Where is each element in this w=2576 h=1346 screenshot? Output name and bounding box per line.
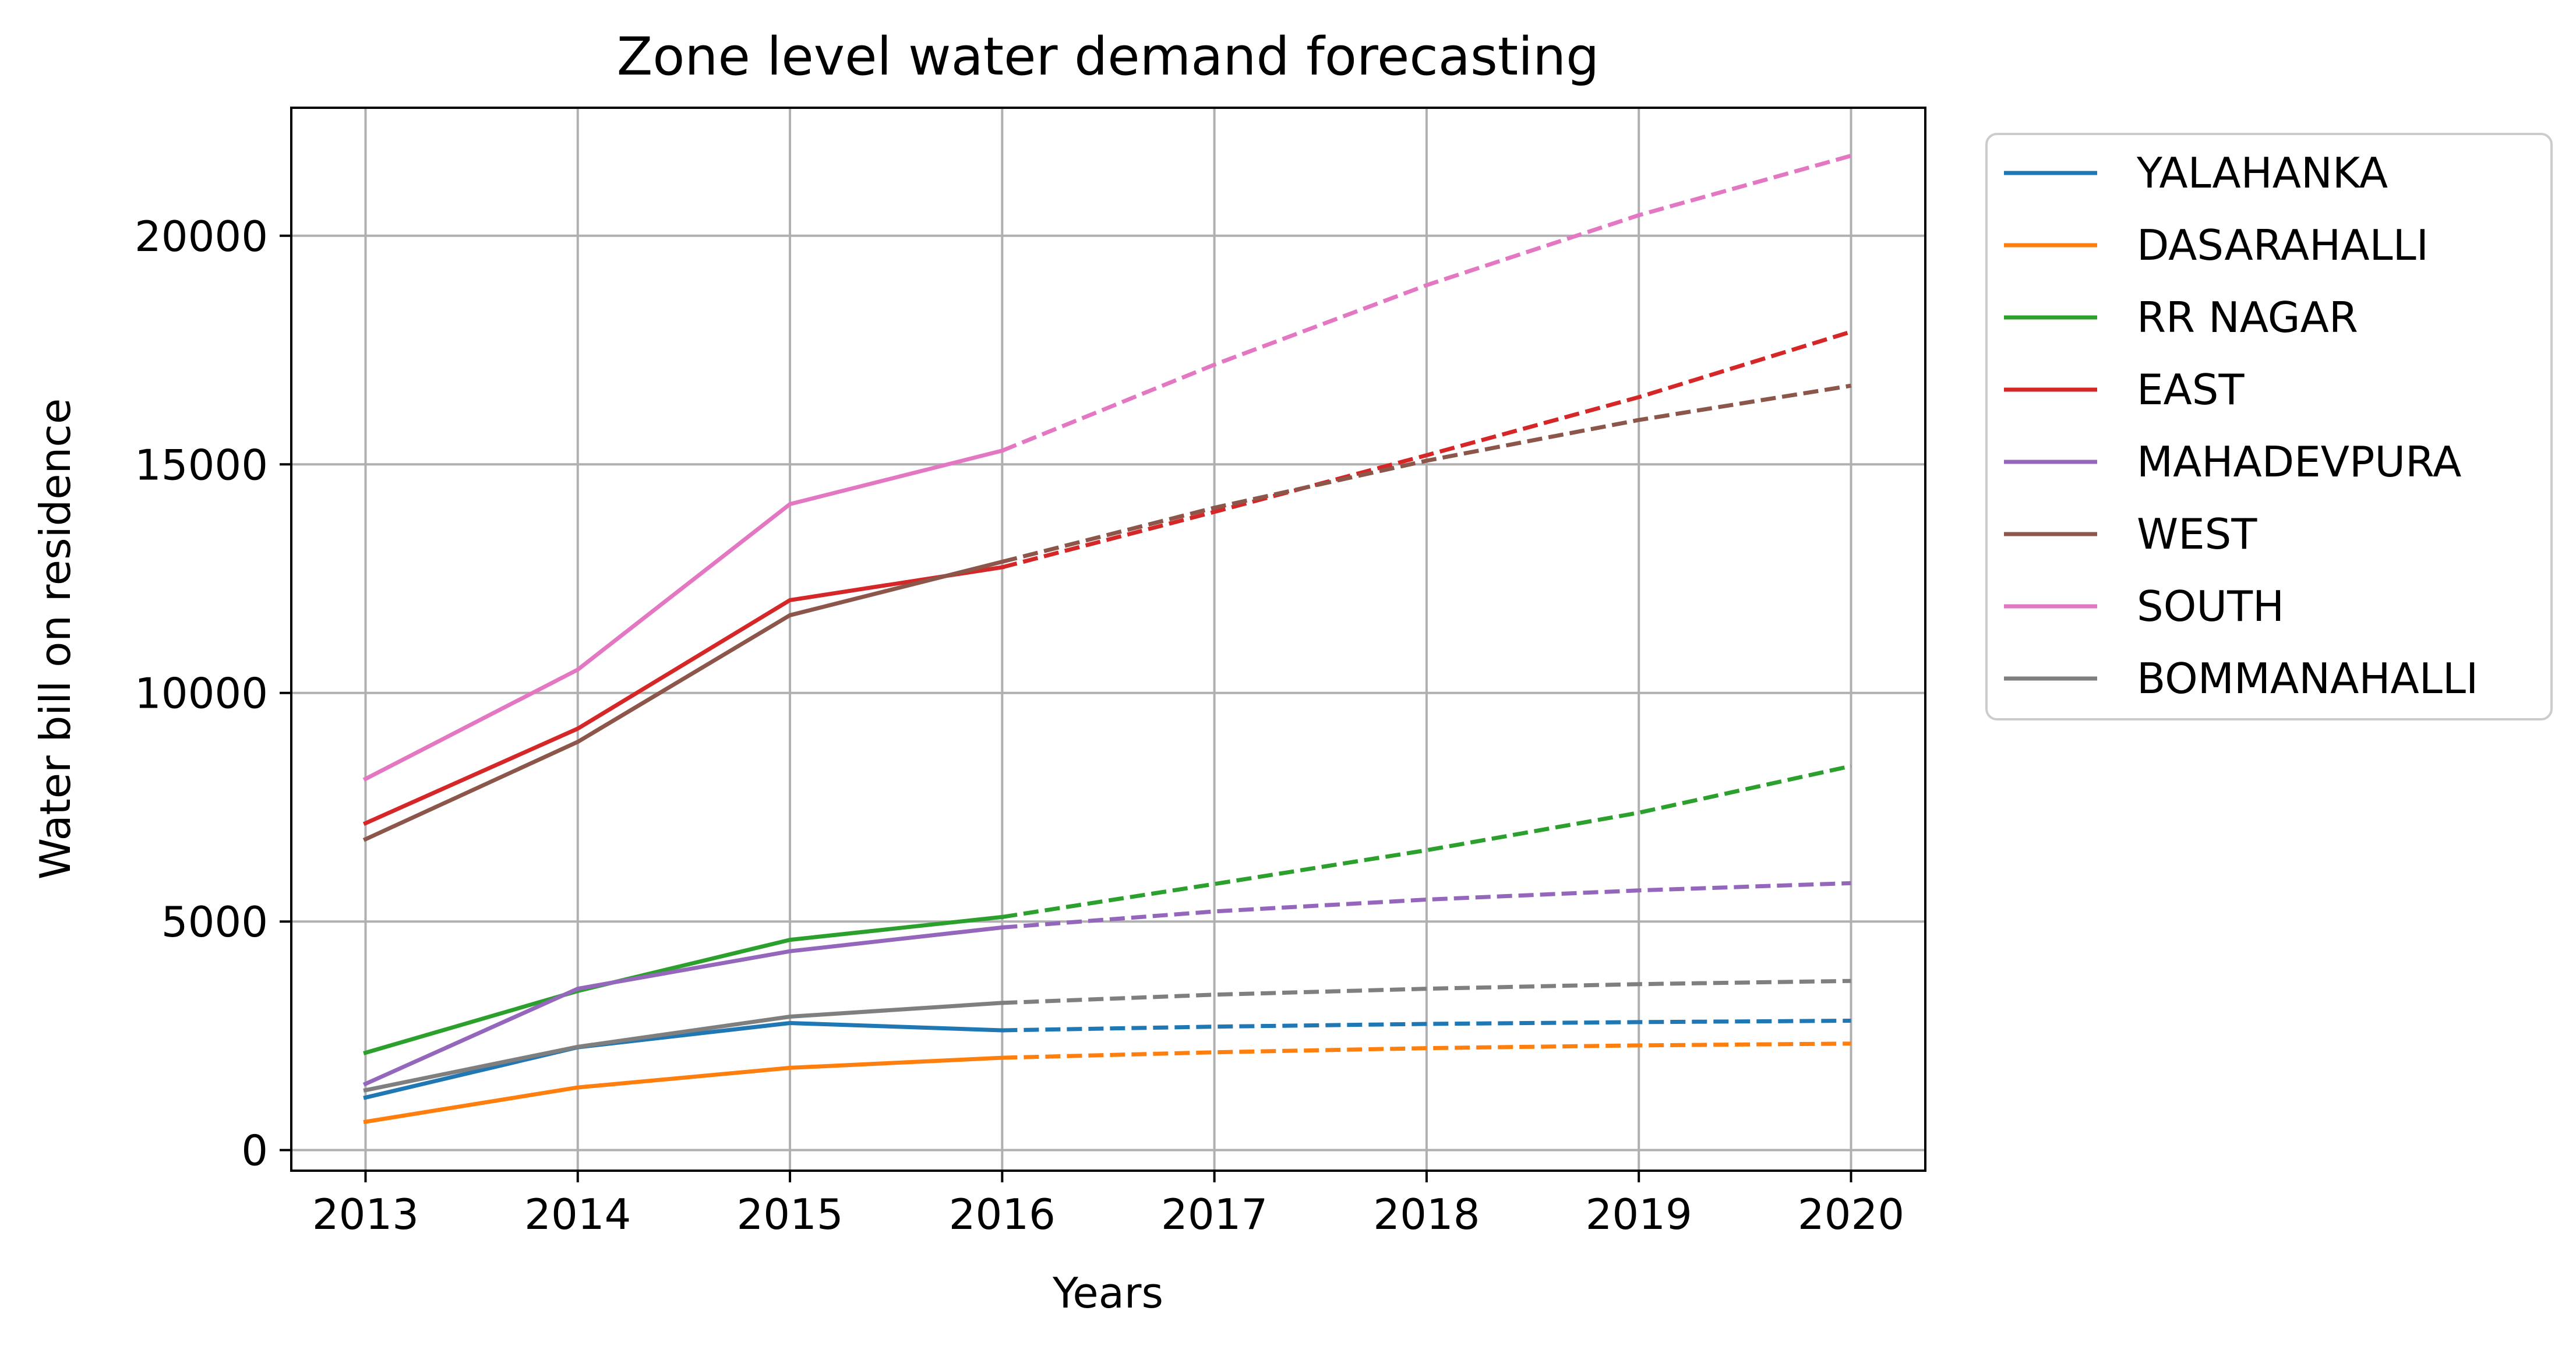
series-dasarahalli-forecast-line — [1002, 1041, 1851, 1060]
legend-label-rr-nagar: RR NAGAR — [2137, 293, 2358, 342]
series-bommanahalli-forecast-line — [1002, 978, 1851, 1005]
grid — [291, 108, 1925, 1171]
x-tick-label: 2016 — [949, 1190, 1056, 1239]
legend-label-mahadevpura: MAHADEVPURA — [2137, 437, 2461, 486]
x-tick-label: 2013 — [312, 1190, 419, 1239]
series-mahadevpura-actual-line — [362, 925, 1005, 1087]
series-rr-nagar-forecast-line — [1001, 764, 1852, 919]
series-east-actual-line — [362, 564, 1005, 826]
series-rr-nagar-actual-line — [363, 914, 1005, 1055]
series-east-forecast-line — [1001, 330, 1852, 570]
x-axis-label: Years — [1052, 1269, 1163, 1317]
series-yalahanka-actual-line — [363, 1021, 1005, 1100]
x-tick-label: 2019 — [1586, 1190, 1692, 1239]
legend-label-east: EAST — [2137, 365, 2245, 414]
series-south-forecast-line — [1001, 154, 1852, 453]
series-west-forecast-line — [1001, 383, 1852, 564]
x-tick-label: 2020 — [1798, 1190, 1904, 1239]
series-dasarahalli-actual-line — [363, 1055, 1005, 1125]
series-mahadevpura-forecast-line — [1002, 881, 1851, 930]
x-tick-label: 2014 — [524, 1190, 631, 1239]
series-bommanahalli-actual-line — [363, 1001, 1005, 1093]
series-yalahanka-forecast-line — [1002, 1019, 1851, 1033]
y-tick-label: 20000 — [135, 212, 268, 261]
x-tick-label: 2018 — [1373, 1190, 1480, 1239]
y-axis-ticks: 0 5000 10000 15000 20000 — [135, 212, 291, 1175]
y-tick-label: 5000 — [161, 898, 268, 946]
x-axis-ticks: 2013 2014 2015 2016 2017 2018 2019 2020 — [312, 1171, 1904, 1239]
chart-title: Zone level water demand forecasting — [617, 26, 1600, 87]
legend-label-dasarahalli: DASARAHALLI — [2137, 221, 2429, 270]
legend-label-south: SOUTH — [2137, 582, 2284, 631]
x-tick-label: 2015 — [736, 1190, 843, 1239]
legend-label-bommanahalli: BOMMANAHALLI — [2137, 654, 2478, 703]
y-tick-label: 10000 — [135, 669, 268, 718]
x-tick-label: 2017 — [1161, 1190, 1268, 1239]
y-tick-label: 0 — [241, 1126, 268, 1175]
legend-frame — [1985, 133, 2553, 720]
plot-frame — [290, 107, 1926, 1172]
plot-series — [362, 154, 1852, 1125]
legend: YALAHANKA DASARAHALLI RR NAGAR EAST MAHADEVP… — [1985, 133, 2553, 720]
y-axis-label: Water bill on residence — [31, 398, 80, 879]
y-tick-label: 15000 — [135, 440, 268, 489]
legend-label-west: WEST — [2137, 510, 2257, 559]
series-west-actual-line — [362, 559, 1005, 842]
legend-label-yalahanka: YALAHANKA — [2136, 149, 2388, 197]
series-south-actual-line — [362, 448, 1005, 782]
